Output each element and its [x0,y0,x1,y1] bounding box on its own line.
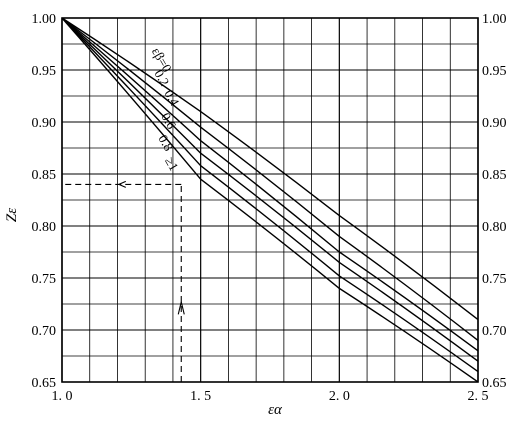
y-axis-label: Zε [4,208,20,222]
example-reading [62,180,185,382]
x-tick-label: 2. 5 [468,389,489,404]
y-tick-label-left: 0.85 [32,168,57,183]
series-label: 0.8 [155,132,176,154]
plot-border [61,17,479,383]
y-tick-label-right: 0.95 [482,64,507,79]
series-label: 0.4 [161,87,182,109]
y-tick-label-left: 0.75 [32,272,57,287]
tick-labels: 0.65 0.65 0.70 0.70 0.75 0.75 0.80 0.80 0.85 0.85… [32,12,507,404]
arrow-up-icon [177,301,185,315]
y-tick-label-left: 1.00 [32,12,57,27]
series-line [61,17,479,321]
plot-frame [61,17,479,383]
series-line [61,17,479,373]
series-line [61,17,479,362]
series-line [61,17,479,341]
arrow-left-icon [117,180,127,188]
series-label: 0.2 [151,67,172,89]
y-tick-label-right: 1.00 [482,12,507,27]
x-tick-label: 1. 5 [190,389,211,404]
y-tick-label-left: 0.95 [32,64,57,79]
y-tick-label-left: 0.80 [32,220,57,235]
series-label: 0.6 [158,110,179,132]
series-line [61,17,479,383]
series-label: ≥1 [162,154,182,173]
y-tick-label-right: 0.75 [482,272,507,287]
x-tick-label: 2. 0 [329,389,350,404]
x-tick-label: 1. 0 [52,389,73,404]
x-axis-label: εα [268,402,283,418]
y-tick-label-left: 0.70 [32,324,57,339]
series-line [61,17,479,352]
y-tick-label-right: 0.80 [482,220,507,235]
y-tick-label-right: 0.70 [482,324,507,339]
curves: εβ=00.20.40.60.8≥1 [61,17,479,383]
y-tick-label-right: 0.90 [482,116,507,131]
y-tick-label-left: 0.90 [32,116,57,131]
y-tick-label-left: 0.65 [32,376,57,391]
y-tick-label-right: 0.65 [482,376,507,391]
y-tick-label-right: 0.85 [482,168,507,183]
